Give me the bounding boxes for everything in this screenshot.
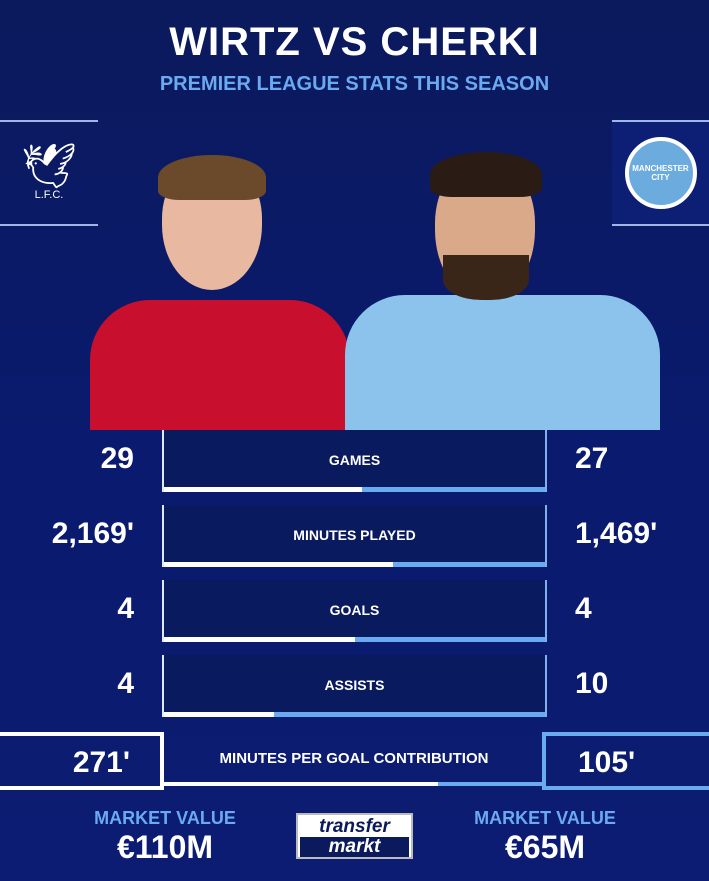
transfermarkt-logo: transfer markt	[296, 813, 413, 859]
stat-row: 4 ASSISTS 10	[0, 655, 709, 717]
man-city-crest-icon: MANCHESTER CITY	[612, 120, 709, 226]
left-market-amount: €110M	[116, 829, 214, 865]
stat-label: GAMES	[328, 452, 381, 468]
left-value: 4	[117, 592, 134, 625]
left-market-value: MARKET VALUE €110M	[65, 808, 265, 866]
left-share-fill	[164, 712, 275, 717]
page-subtitle: PREMIER LEAGUE STATS THIS SEASON	[159, 73, 550, 95]
comparison-bar	[164, 487, 545, 492]
stat-label: GOALS	[329, 602, 380, 618]
liverpool-crest-icon: 🕊 L.F.C.	[0, 120, 98, 226]
highlight-row: MINUTES PER GOAL CONTRIBUTION	[164, 732, 544, 790]
left-share-fill	[164, 562, 393, 567]
left-share-fill	[164, 487, 363, 492]
right-market-amount: €65M	[504, 829, 586, 865]
left-value: 4	[117, 667, 134, 700]
man-city-badge-text: MANCHESTER CITY	[624, 137, 697, 209]
right-value: 10	[575, 667, 609, 700]
comparison-bar	[164, 562, 545, 567]
page-title: WIRTZ VS CHERKI	[169, 20, 540, 64]
left-value: 29	[100, 442, 134, 475]
stat-row: 4 GOALS 4	[0, 580, 709, 642]
comparison-bar	[164, 637, 545, 642]
cherki-photo	[345, 150, 660, 430]
left-market-label: MARKET VALUE	[94, 808, 236, 828]
right-highlight-value: 105'	[542, 732, 709, 790]
stat-row: 2,169' MINUTES PLAYED 1,469'	[0, 505, 709, 567]
highlight-label: MINUTES PER GOAL CONTRIBUTION	[219, 750, 489, 767]
left-share-fill	[164, 637, 355, 642]
highlight-bar-fill	[164, 782, 438, 786]
stat-label: MINUTES PLAYED	[293, 527, 416, 543]
wirtz-photo	[90, 150, 350, 430]
left-value: 2,169'	[51, 517, 134, 550]
stat-center: GOALS	[162, 580, 547, 642]
stat-row: 29 GAMES 27	[0, 430, 709, 492]
right-value: 27	[575, 442, 609, 475]
logo-line2: markt	[300, 837, 409, 857]
stat-label: ASSISTS	[324, 677, 385, 693]
logo-line1: transfer	[319, 816, 390, 837]
stat-center: MINUTES PLAYED	[162, 505, 547, 567]
comparison-bar	[164, 712, 545, 717]
left-highlight-value: 271'	[0, 732, 164, 790]
right-value: 4	[575, 592, 592, 625]
right-market-label: MARKET VALUE	[474, 808, 616, 828]
right-value: 1,469'	[575, 517, 658, 550]
right-market-value: MARKET VALUE €65M	[445, 808, 645, 866]
stat-center: GAMES	[162, 430, 547, 492]
lfc-crest-text: L.F.C.	[34, 189, 64, 201]
stat-center: ASSISTS	[162, 655, 547, 717]
